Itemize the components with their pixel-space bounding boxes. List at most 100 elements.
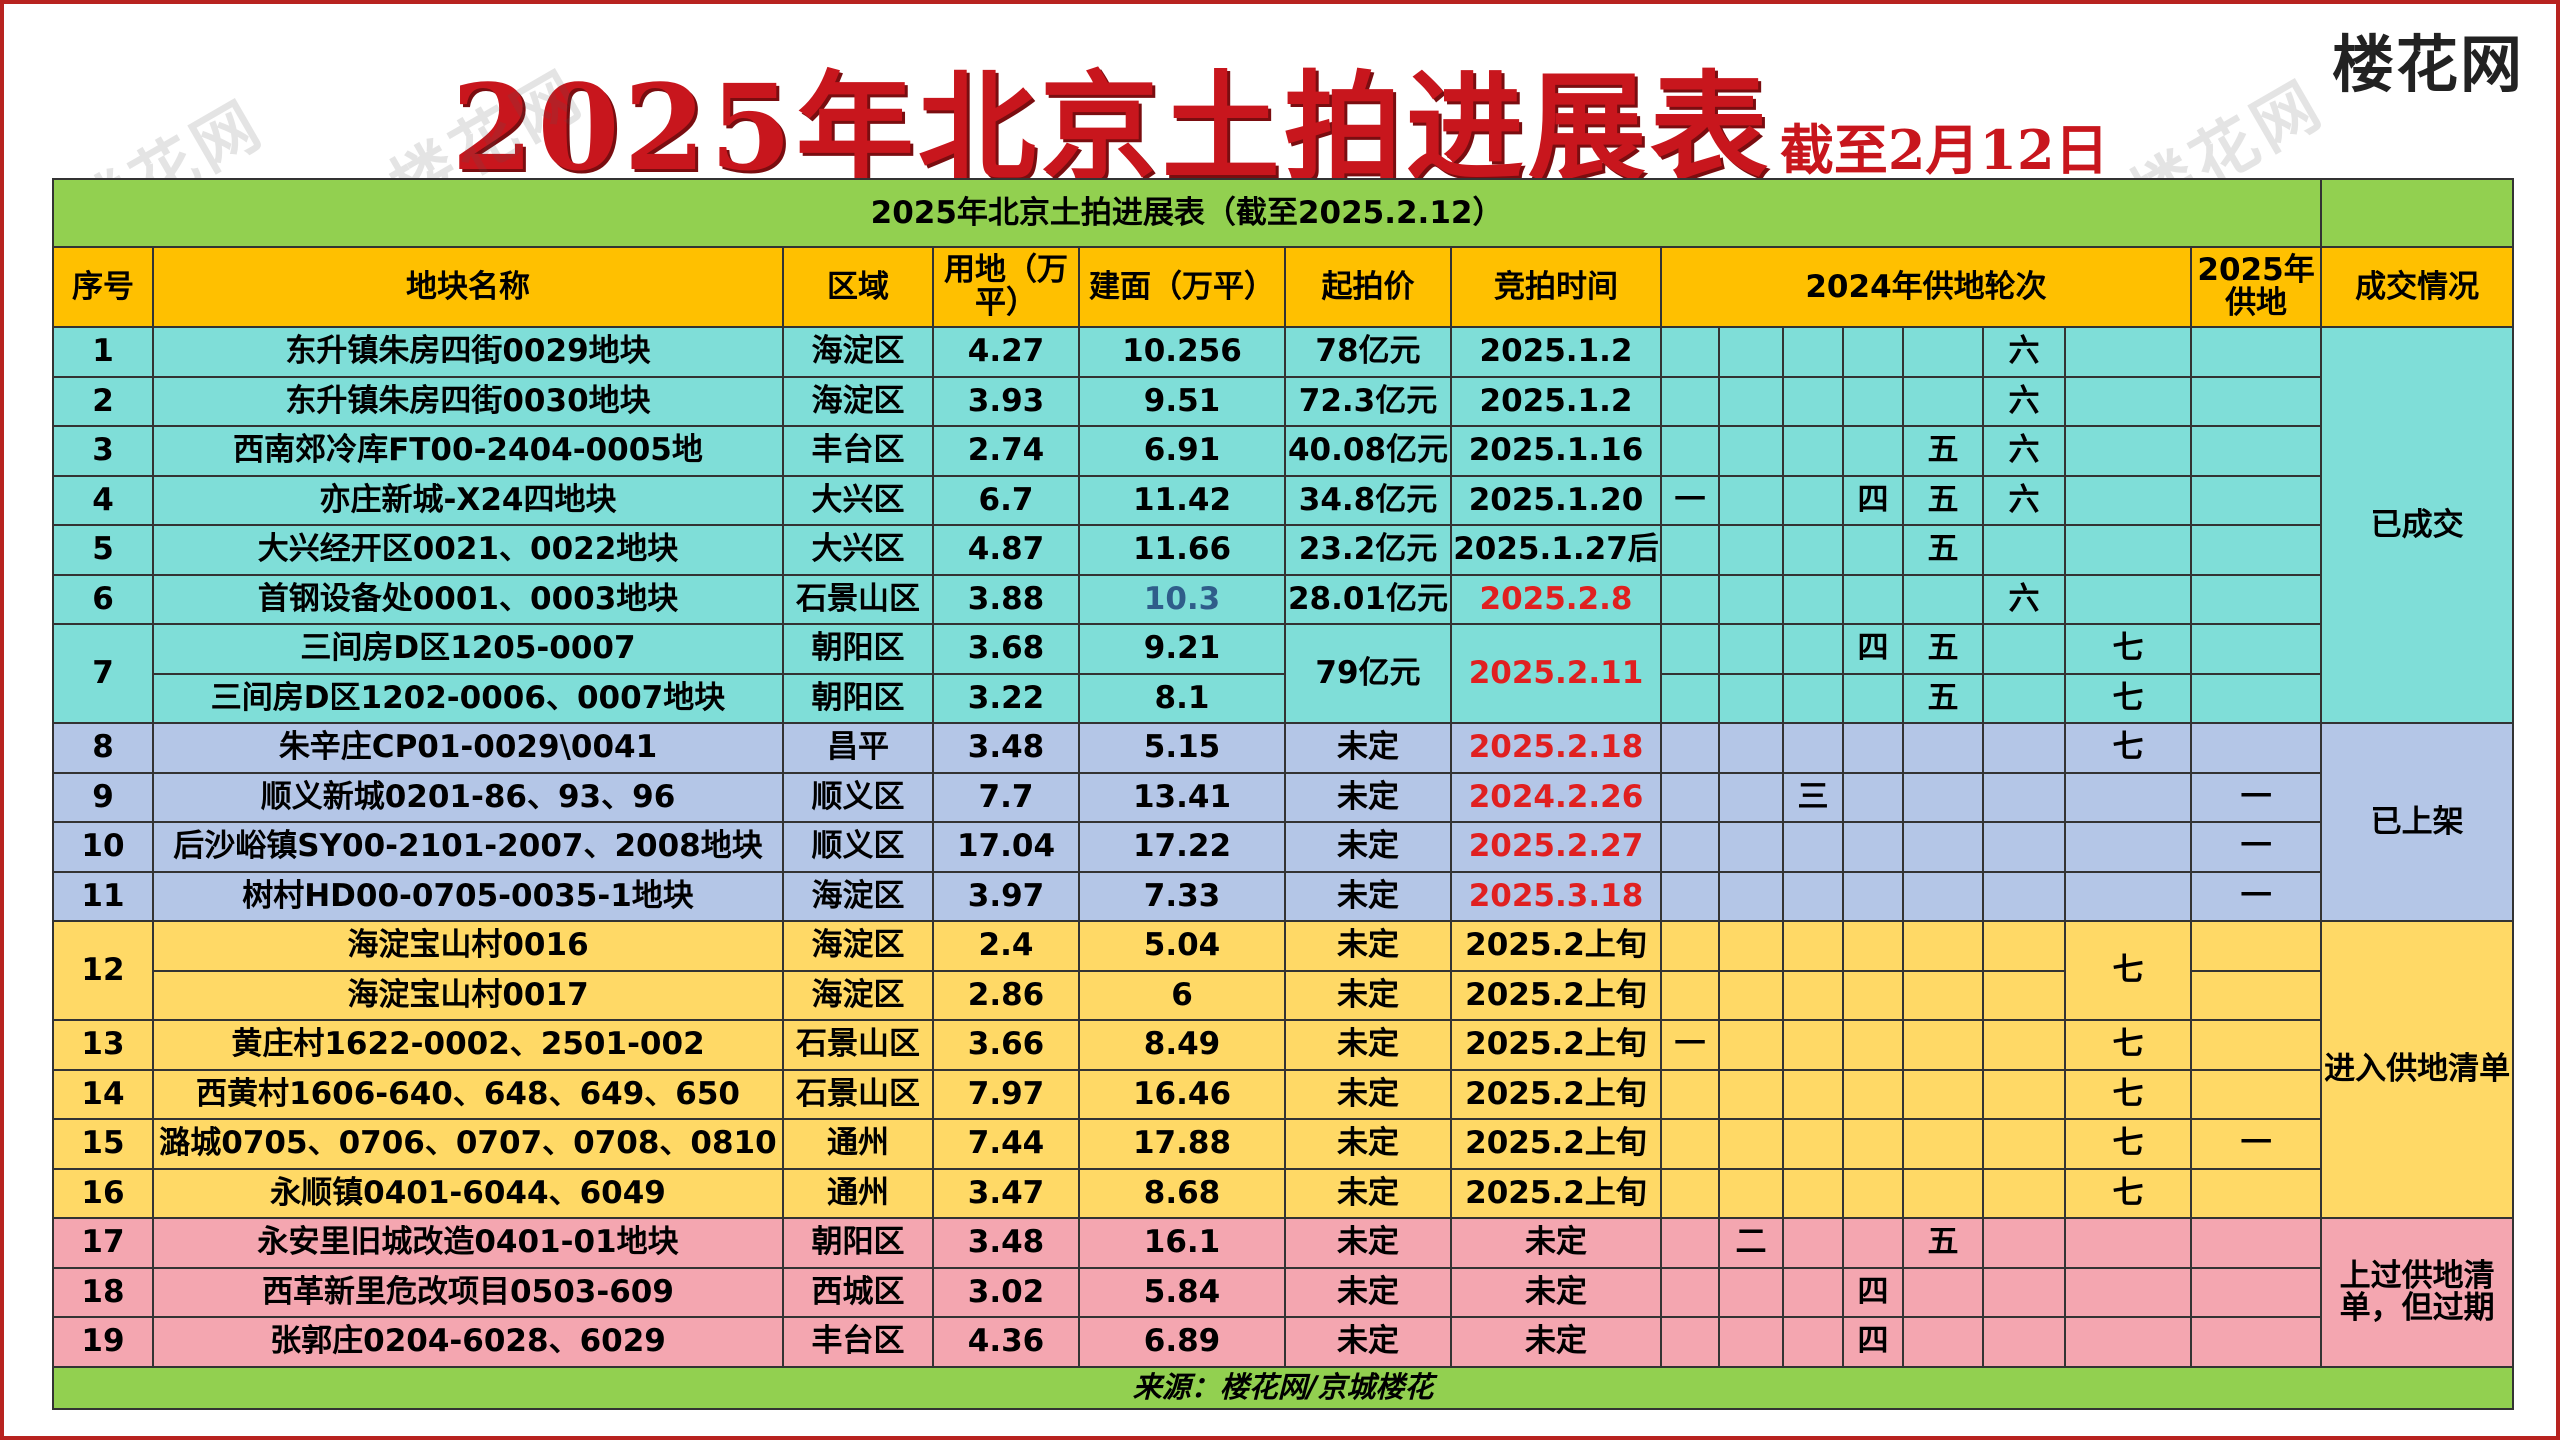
cell-supply-2025: 一 bbox=[2189, 771, 2323, 823]
cell-round-2 bbox=[1718, 672, 1784, 724]
cell-auction-time: 未定 bbox=[1450, 1316, 1662, 1368]
cell-round-5 bbox=[1902, 722, 1984, 774]
table-row: 16 永顺镇0401-6044、6049 通州 3.47 8.68 未定 2025.2上旬 七 bbox=[52, 1167, 2513, 1219]
cell-round-1 bbox=[1660, 425, 1720, 477]
cell-build-area: 6.91 bbox=[1078, 425, 1286, 477]
cell-auction-time: 2025.2.8 bbox=[1450, 573, 1662, 625]
cell-round-4 bbox=[1842, 672, 1904, 724]
cell-round-4 bbox=[1842, 722, 1904, 774]
cell-round-1 bbox=[1660, 623, 1720, 675]
cell-land-area: 3.66 bbox=[932, 1019, 1080, 1071]
cell-round-6 bbox=[1982, 1217, 2066, 1269]
cell-round-6 bbox=[1982, 1068, 2066, 1120]
table-row: 海淀宝山村0017 海淀区 2.86 6 未定 2025.2上旬 bbox=[53, 969, 2513, 1021]
cell-supply-2025 bbox=[2189, 1167, 2323, 1219]
header-build-area: 建面（万平） bbox=[1078, 246, 1286, 328]
cell-round-3: 三 bbox=[1782, 771, 1844, 823]
cell-round-4 bbox=[1842, 326, 1904, 378]
cell-build-area: 5.15 bbox=[1078, 722, 1286, 774]
cell-land-area: 2.86 bbox=[932, 969, 1080, 1021]
table-row: 8 朱辛庄CP01-0029\0041 昌平 3.48 5.15 未定 2025.2.18 七… bbox=[52, 722, 2515, 922]
cell-round-7: 七 bbox=[2064, 672, 2192, 724]
cell-supply-2025 bbox=[2189, 425, 2323, 477]
table-caption: 2025年北京土拍进展表（截至2025.2.12） bbox=[51, 178, 2323, 248]
cell-round-1 bbox=[1660, 722, 1720, 774]
cell-auction-time: 2025.2.18 bbox=[1450, 722, 1662, 774]
cell-land-area: 17.04 bbox=[932, 821, 1080, 873]
cell-round-2 bbox=[1718, 1019, 1784, 1071]
cell-round-3 bbox=[1782, 326, 1844, 378]
cell-supply-2025 bbox=[2189, 326, 2323, 378]
cell-supply-2025 bbox=[2189, 920, 2323, 972]
cell-round-6 bbox=[1982, 969, 2066, 1021]
cell-name: 三间房D区1205-0007 bbox=[152, 623, 784, 675]
cell-round-2 bbox=[1718, 969, 1784, 1021]
cell-round-1 bbox=[1660, 375, 1720, 427]
cell-round-7: 七 bbox=[2064, 1167, 2192, 1219]
table-row: 4 亦庄新城-X24四地块 大兴区 6.7 11.42 34.8亿元 2025.1.20 一 四… bbox=[52, 474, 2513, 526]
cell-name: 永顺镇0401-6044、6049 bbox=[152, 1167, 784, 1219]
cell-round-4: 四 bbox=[1842, 474, 1904, 526]
cell-round-5 bbox=[1902, 326, 1984, 378]
cell-auction-time: 2025.2上旬 bbox=[1450, 1068, 1662, 1120]
cell-round-4 bbox=[1842, 920, 1904, 972]
cell-start-price: 未定 bbox=[1284, 1068, 1452, 1120]
cell-round-5: 五 bbox=[1902, 672, 1984, 724]
cell-round-5 bbox=[1902, 1316, 1984, 1368]
cell-build-area: 6 bbox=[1078, 969, 1286, 1021]
cell-round-5 bbox=[1902, 1167, 1984, 1219]
cell-no: 19 bbox=[52, 1316, 154, 1368]
cell-start-price: 未定 bbox=[1284, 870, 1452, 922]
cell-auction-time: 2025.2上旬 bbox=[1450, 920, 1662, 972]
cell-round-4 bbox=[1842, 771, 1904, 823]
cell-round-7: 七 bbox=[2064, 722, 2192, 774]
cell-round-1 bbox=[1660, 920, 1720, 972]
brand-logo: 楼花网 bbox=[2331, 28, 2524, 101]
cell-round-4: 四 bbox=[1842, 1316, 1904, 1368]
cell-start-price: 未定 bbox=[1284, 969, 1452, 1021]
cell-round-2 bbox=[1718, 1118, 1784, 1170]
cell-start-price: 未定 bbox=[1284, 1266, 1452, 1318]
cell-district: 昌平 bbox=[782, 722, 934, 774]
cell-round-7 bbox=[2064, 573, 2192, 625]
cell-no: 13 bbox=[52, 1019, 154, 1071]
cell-round-7 bbox=[2064, 474, 2192, 526]
cell-build-area: 9.21 bbox=[1078, 623, 1286, 675]
cell-round-2 bbox=[1718, 623, 1784, 675]
cell-district: 朝阳区 bbox=[782, 672, 934, 724]
table-row: 5 大兴经开区0021、0022地块 大兴区 4.87 11.66 23.2亿元 2025.… bbox=[52, 524, 2513, 576]
cell-round-6 bbox=[1982, 1316, 2066, 1368]
cell-land-area: 3.48 bbox=[932, 1217, 1080, 1269]
cell-round-3 bbox=[1782, 722, 1844, 774]
cell-round-6 bbox=[1982, 771, 2066, 823]
cell-district: 顺义区 bbox=[782, 771, 934, 823]
cell-round-5: 五 bbox=[1902, 623, 1984, 675]
cell-round-1 bbox=[1660, 524, 1720, 576]
cell-round-4 bbox=[1842, 1068, 1904, 1120]
cell-auction-time: 未定 bbox=[1450, 1266, 1662, 1318]
table-row: 11 树村HD00-0705-0035-1地块 海淀区 3.97 7.33 未定 2025.… bbox=[52, 870, 2513, 922]
cell-name: 东升镇朱房四街0029地块 bbox=[152, 326, 784, 378]
cell-round-7 bbox=[2064, 1266, 2192, 1318]
cell-build-area: 9.51 bbox=[1078, 375, 1286, 427]
cell-round-2 bbox=[1718, 771, 1784, 823]
cell-round-1: 一 bbox=[1660, 474, 1720, 526]
cell-round-6 bbox=[1982, 1118, 2066, 1170]
header-land-area: 用地（万平） bbox=[932, 246, 1080, 328]
status-sold: 已成交 bbox=[2320, 326, 2515, 724]
cell-round-2 bbox=[1718, 722, 1784, 774]
cell-district: 顺义区 bbox=[782, 821, 934, 873]
cell-round-1 bbox=[1660, 1118, 1720, 1170]
cell-start-price: 未定 bbox=[1284, 821, 1452, 873]
cell-no: 4 bbox=[52, 474, 154, 526]
cell-district: 海淀区 bbox=[782, 969, 934, 1021]
cell-round-3 bbox=[1782, 969, 1844, 1021]
header-district: 区域 bbox=[782, 246, 934, 328]
cell-name: 顺义新城0201-86、93、96 bbox=[152, 771, 784, 823]
cell-name: 后沙峪镇SY00-2101-2007、2008地块 bbox=[152, 821, 784, 873]
cell-land-area: 4.36 bbox=[932, 1316, 1080, 1368]
cell-round-3 bbox=[1782, 1316, 1844, 1368]
cell-name: 西南郊冷库FT00-2404-0005地 bbox=[152, 425, 784, 477]
cell-auction-time: 2025.1.20 bbox=[1450, 474, 1662, 526]
cell-round-6 bbox=[1982, 920, 2066, 972]
